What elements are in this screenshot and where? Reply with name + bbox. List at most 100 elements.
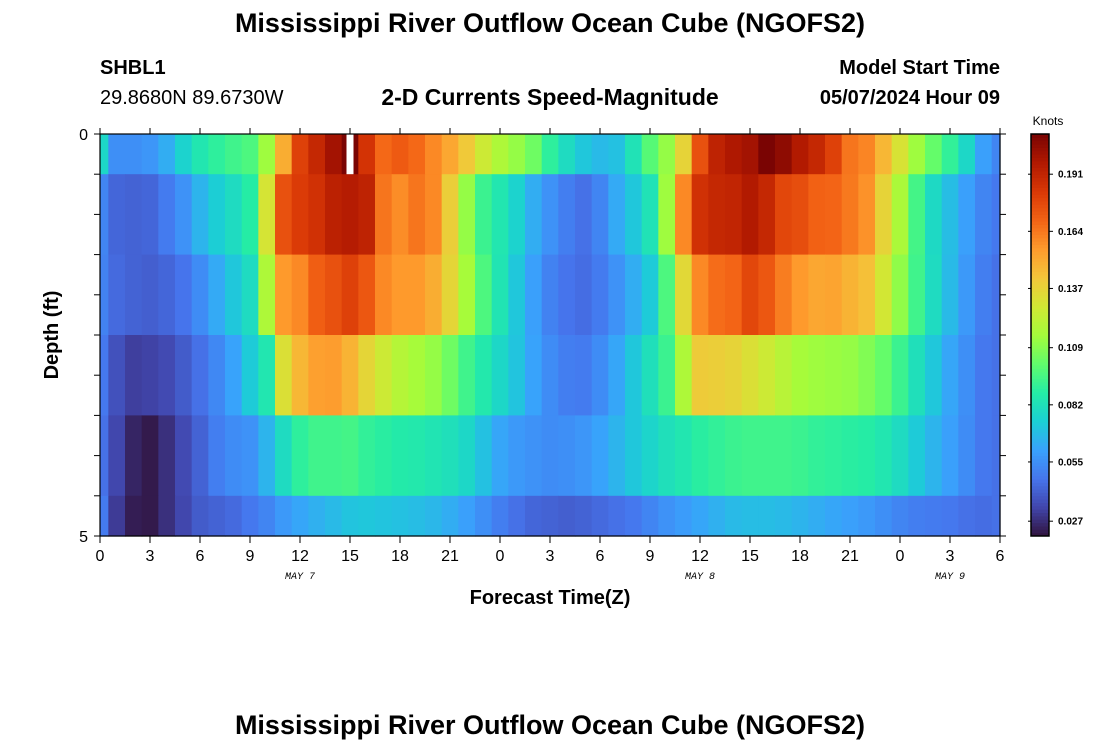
heatmap-cell — [641, 495, 659, 537]
colorbar-segment — [1031, 231, 1049, 235]
heatmap-cell — [375, 134, 393, 175]
heatmap-cell — [308, 415, 326, 497]
heatmap-cell — [225, 495, 243, 537]
heatmap-cell — [725, 134, 743, 175]
heatmap-cell — [325, 174, 343, 256]
y-tick-label: 5 — [79, 529, 88, 546]
heatmap-cell — [491, 335, 509, 416]
colorbar-segment — [1031, 365, 1049, 369]
heatmap-cell — [641, 134, 659, 175]
heatmap-cell — [100, 415, 109, 497]
heatmap-cell — [291, 174, 309, 256]
heatmap-cell — [608, 415, 626, 497]
x-tick-label: 3 — [146, 548, 155, 565]
heatmap-cell — [925, 415, 943, 497]
x-tick-label: 0 — [96, 548, 105, 565]
heatmap-cell — [475, 174, 493, 256]
heatmap-cell — [308, 174, 326, 256]
heatmap-cell — [775, 335, 793, 416]
heatmap-cell — [358, 335, 376, 416]
colorbar-tick-label: 0.191 — [1058, 170, 1083, 181]
heatmap-cell — [908, 335, 926, 416]
heatmap-cell — [275, 415, 293, 497]
colorbar-segment — [1031, 184, 1049, 189]
heatmap-cell — [825, 254, 843, 336]
heatmap-cell — [758, 174, 776, 256]
heatmap-cell — [741, 254, 759, 336]
colorbar-tick-label: 0.164 — [1058, 227, 1083, 238]
heatmap-cell — [675, 415, 693, 497]
colorbar-segment — [1031, 314, 1049, 319]
heatmap-cell — [675, 254, 693, 336]
x-tick-label: 21 — [841, 548, 859, 565]
day-label: MAY 9 — [935, 572, 965, 583]
heatmap-cell — [708, 254, 726, 336]
heatmap-cell — [208, 415, 226, 497]
colorbar-segment — [1031, 144, 1049, 148]
heatmap-cell — [508, 254, 526, 336]
heatmap-cell — [391, 335, 409, 416]
heatmap-cell — [525, 134, 543, 175]
colorbar-segment — [1031, 532, 1049, 537]
heatmap-cell — [808, 335, 826, 416]
colorbar-segment — [1031, 395, 1049, 400]
heatmap-cell — [141, 134, 159, 175]
heatmap-cell — [991, 415, 1001, 497]
heatmap-cell — [908, 415, 926, 497]
heatmap-cell — [100, 254, 109, 336]
colorbar-segment — [1031, 438, 1049, 443]
heatmap-cell — [125, 495, 143, 537]
colorbar-segment — [1031, 479, 1049, 483]
heatmap-cell — [275, 174, 293, 256]
heatmap-cell — [191, 174, 209, 256]
x-tick-label: 3 — [546, 548, 555, 565]
colorbar-segment — [1031, 291, 1049, 296]
colorbar-segment — [1031, 167, 1049, 172]
heatmap-cell — [175, 134, 193, 175]
heatmap-cell — [825, 134, 843, 175]
colorbar-segment — [1031, 472, 1049, 477]
heatmap-cell — [675, 495, 693, 537]
heatmap-cell — [241, 254, 259, 336]
heatmap-cell — [175, 415, 193, 497]
heatmap-cell — [458, 254, 476, 336]
heatmap-cell — [108, 495, 126, 537]
heatmap-cell — [941, 134, 959, 175]
heatmap-cell — [100, 134, 109, 175]
heatmap-cell — [158, 254, 176, 336]
heatmap-cell — [525, 254, 543, 336]
heatmap-cell — [758, 134, 776, 175]
y-axis-label: Depth (ft) — [41, 291, 63, 380]
x-tick-label: 12 — [691, 548, 709, 565]
heatmap-cell — [241, 415, 259, 497]
heatmap-cell — [425, 335, 443, 416]
heatmap-cell — [908, 495, 926, 537]
colorbar-segment — [1031, 381, 1049, 386]
colorbar-segment — [1031, 499, 1049, 503]
heatmap-cell — [925, 134, 943, 175]
colorbar-segment — [1031, 405, 1049, 410]
heatmap-cell — [741, 495, 759, 537]
heatmap-cell — [441, 495, 459, 537]
heatmap-cell — [625, 174, 643, 256]
heatmap-cell — [558, 174, 576, 256]
heatmap-cell — [791, 495, 809, 537]
colorbar-segment — [1031, 187, 1049, 192]
x-tick-label: 15 — [741, 548, 759, 565]
colorbar-segment — [1031, 502, 1049, 507]
heatmap-cell — [925, 174, 943, 256]
heatmap-cell — [100, 174, 109, 256]
heatmap-cell — [591, 134, 609, 175]
colorbar-segment — [1031, 134, 1049, 138]
heatmap-cell — [100, 495, 109, 537]
colorbar-segment — [1031, 174, 1049, 179]
colorbar-segment — [1031, 388, 1049, 393]
heatmap-cell — [941, 174, 959, 256]
colorbar-label: Knots — [1033, 114, 1064, 128]
heatmap-cell — [458, 415, 476, 497]
heatmap-cell — [591, 415, 609, 497]
chart-title: Mississippi River Outflow Ocean Cube (NG… — [234, 8, 866, 38]
heatmap-cell — [575, 495, 593, 537]
heatmap-cell — [591, 335, 609, 416]
